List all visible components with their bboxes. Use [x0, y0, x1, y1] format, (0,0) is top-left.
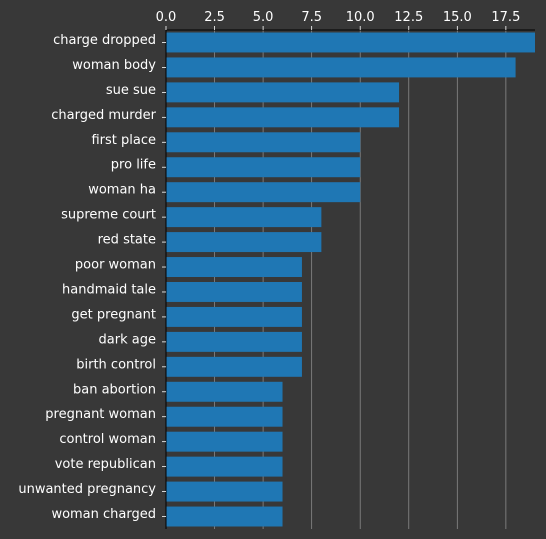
category-label: poor woman [75, 258, 156, 273]
category-label: woman charged [51, 507, 156, 522]
category-label: first place [91, 133, 156, 148]
category-label: control woman [59, 432, 156, 447]
bar [166, 57, 516, 78]
bar [166, 257, 302, 278]
category-label: get pregnant [71, 307, 156, 322]
bar [166, 331, 302, 352]
bar [166, 157, 361, 178]
x-axis-ticks: 0.0 2.5 5.0 7.5 10.0 12.5 15.0 17.5 [156, 10, 520, 30]
category-label: charged murder [51, 108, 156, 123]
bar [166, 306, 302, 327]
bar [166, 506, 283, 527]
bar [166, 107, 400, 128]
x-tick-label: 12.5 [394, 10, 423, 25]
category-label: birth control [76, 357, 156, 372]
category-label: charge dropped [53, 33, 156, 48]
bar [166, 281, 302, 302]
bar [166, 431, 283, 452]
category-label: sue sue [106, 83, 156, 98]
bar [166, 182, 361, 203]
bar [166, 381, 283, 402]
category-label: unwanted pregnancy [18, 482, 156, 497]
category-label: handmaid tale [62, 282, 156, 297]
bar [166, 481, 283, 502]
x-tick-label: 17.5 [491, 10, 520, 25]
bar [166, 232, 322, 253]
bar [166, 32, 535, 53]
y-axis-ticks: charge dropped woman body sue sue charged m… [18, 33, 166, 522]
category-label: pro life [111, 158, 156, 173]
bars [166, 32, 535, 527]
bar [166, 406, 283, 427]
category-label: pregnant woman [45, 407, 156, 422]
x-tick-label: 0.0 [156, 10, 177, 25]
bar [166, 356, 302, 377]
category-label: dark age [99, 332, 156, 347]
category-label: woman body [72, 58, 156, 73]
category-label: vote republican [55, 457, 156, 472]
bar [166, 82, 400, 103]
x-tick-label: 2.5 [204, 10, 225, 25]
bar [166, 207, 322, 228]
category-label: red state [98, 233, 156, 248]
x-tick-label: 15.0 [443, 10, 472, 25]
x-tick-label: 7.5 [301, 10, 322, 25]
x-tick-label: 10.0 [346, 10, 375, 25]
x-tick-label: 5.0 [253, 10, 274, 25]
category-label: ban abortion [73, 382, 156, 397]
axes [165, 29, 535, 529]
bar [166, 456, 283, 477]
category-label: woman ha [88, 183, 156, 198]
bar [166, 132, 361, 153]
category-label: supreme court [61, 208, 156, 223]
